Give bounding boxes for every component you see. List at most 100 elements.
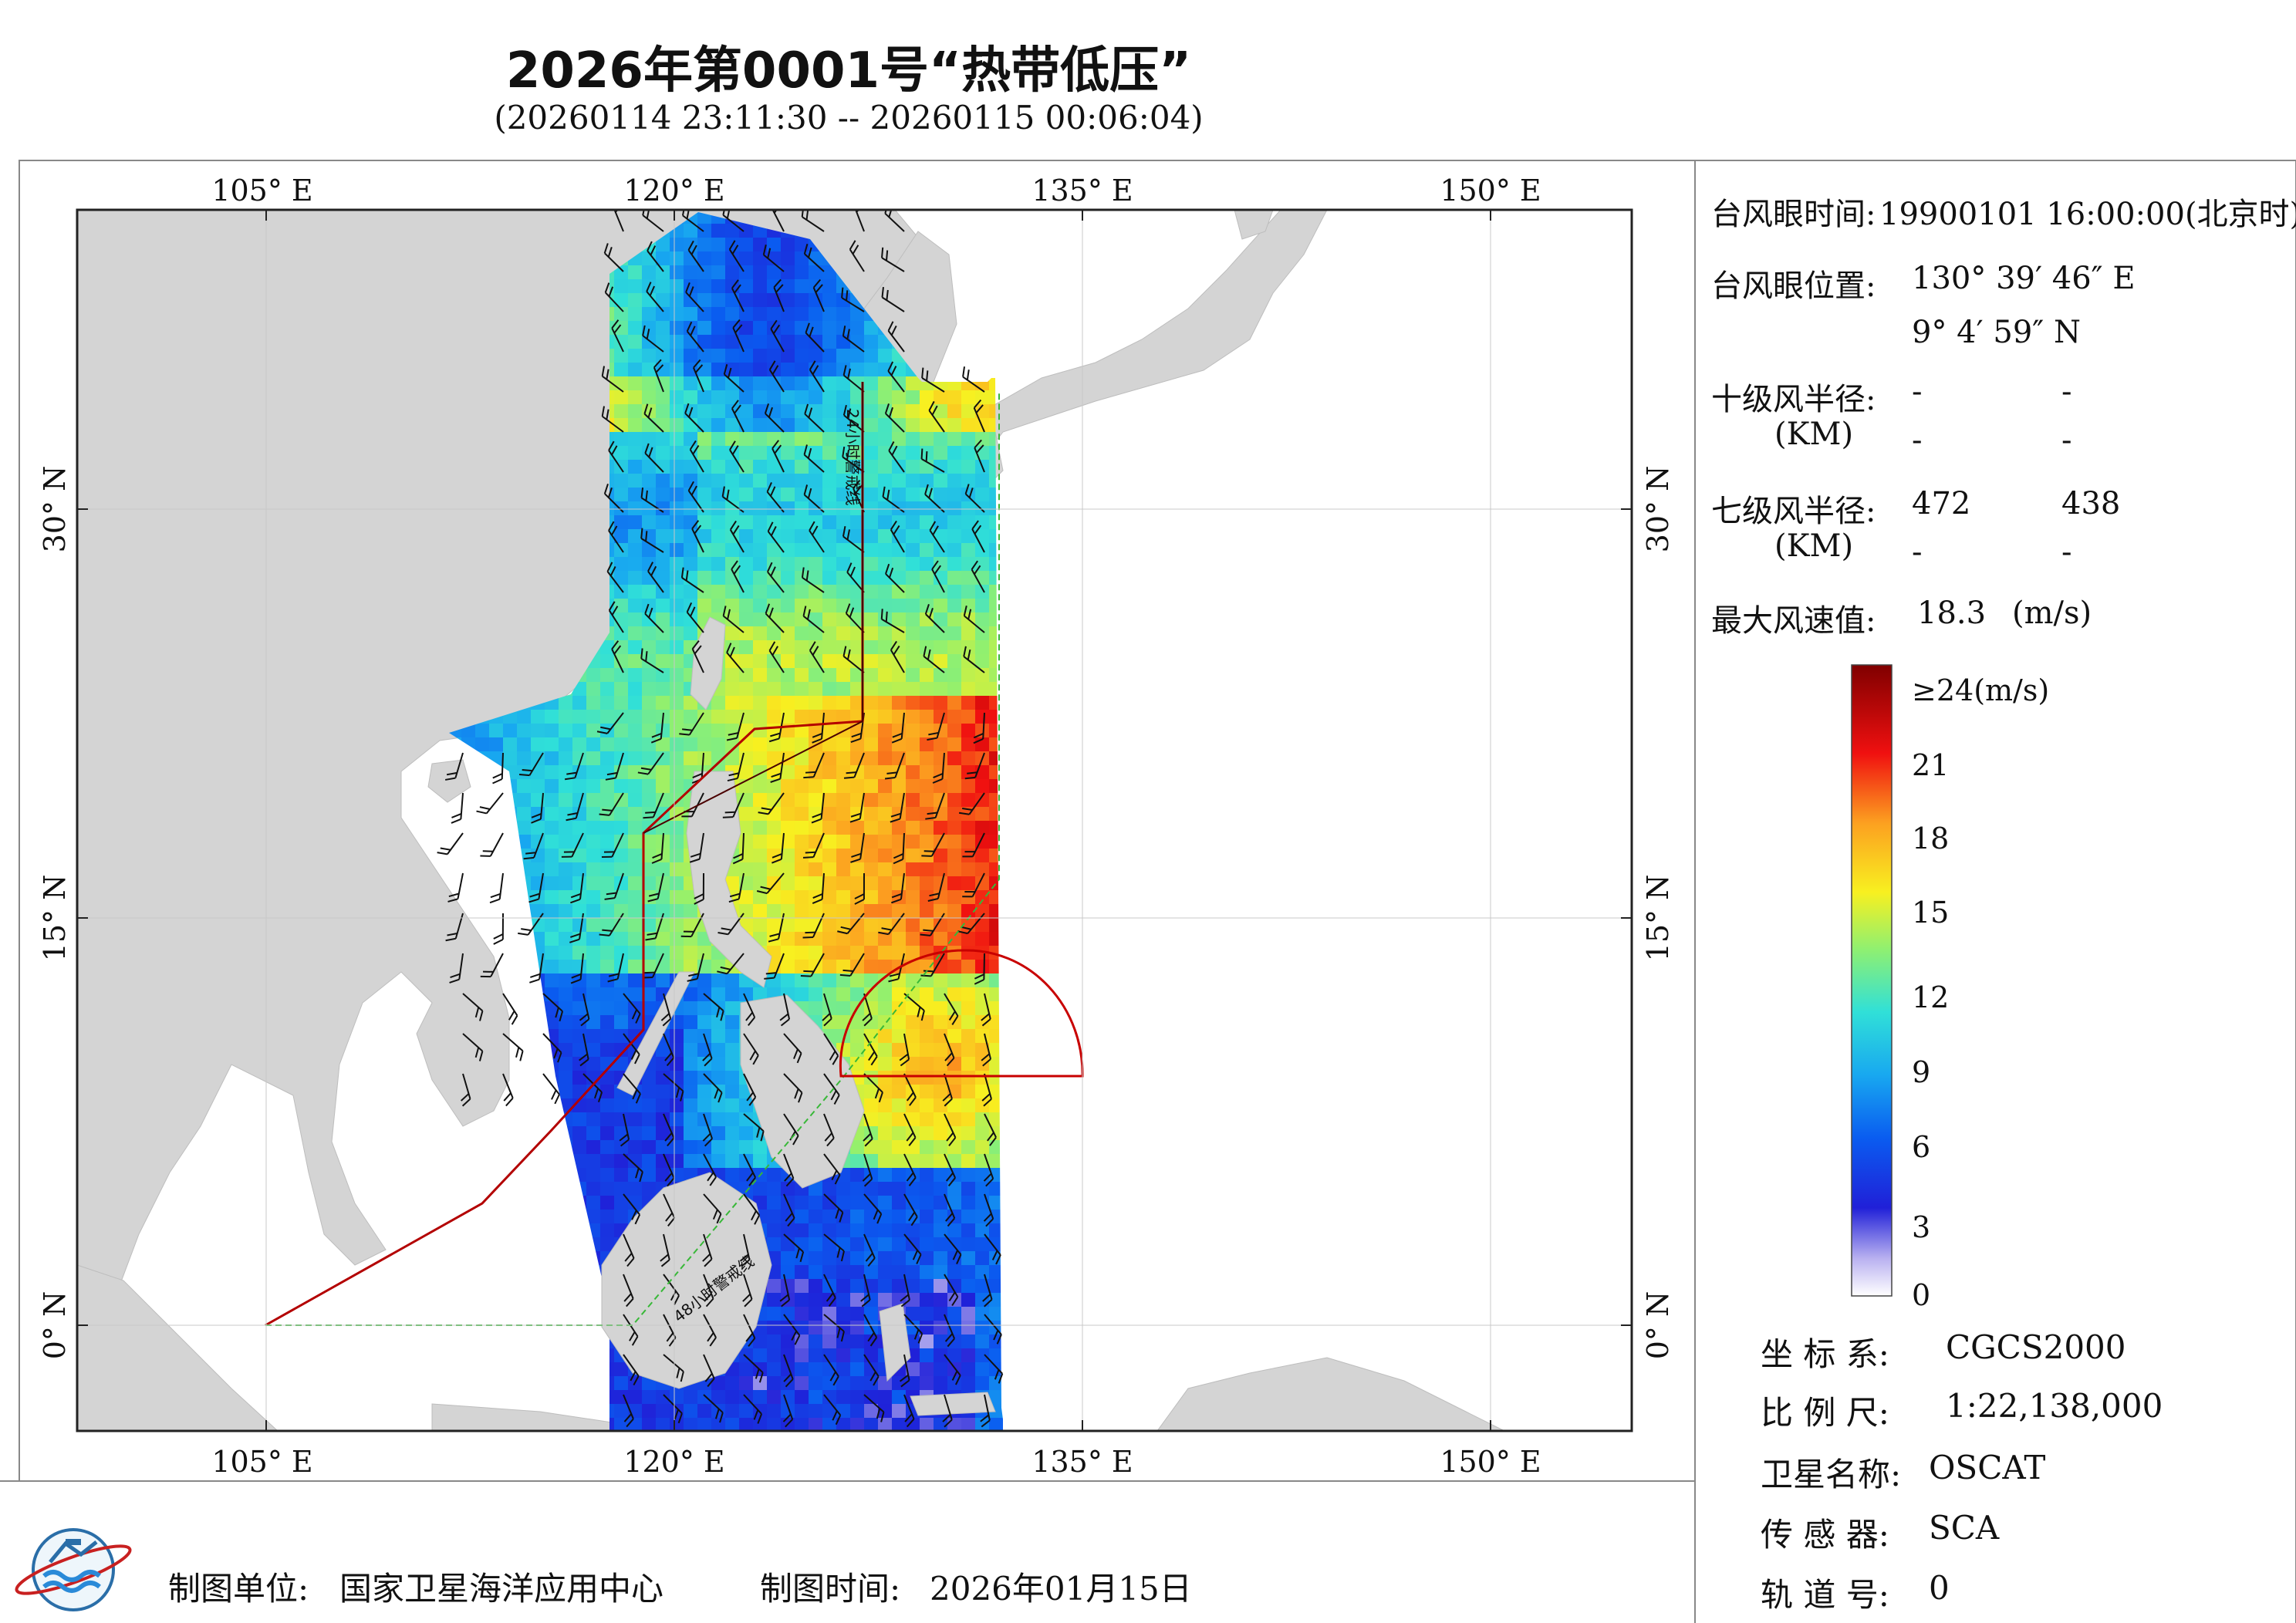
colorbar-tick-24: ≥24(m/s): [1912, 673, 2049, 707]
wind-barb: [927, 872, 945, 902]
wind-barb: [445, 913, 464, 942]
wind-barb: [981, 1073, 992, 1107]
wind-barb: [762, 245, 785, 272]
wind-barb: [731, 279, 745, 312]
wind-barb: [447, 872, 464, 903]
wind-barb: [812, 712, 825, 744]
wind-barb: [891, 712, 905, 744]
wind-barb: [729, 440, 745, 473]
wind-barb: [646, 282, 664, 312]
wind-barb: [837, 913, 865, 935]
wind-barb: [732, 832, 745, 865]
wind-barb: [931, 560, 945, 593]
wind-barb: [731, 560, 745, 593]
wind-barb: [884, 752, 905, 780]
wind-barb: [974, 953, 985, 985]
colorbar-tick-12: 12: [1912, 980, 1949, 1014]
wind-barb: [903, 1394, 915, 1428]
wind-barb: [881, 247, 905, 272]
wind-barb: [768, 641, 785, 673]
wind-barb: [890, 872, 905, 904]
wind-barbs: [437, 210, 1004, 1428]
wind-barb: [863, 1033, 878, 1066]
wind-barb: [727, 752, 745, 782]
wind-barb: [984, 1354, 1004, 1384]
wind-barb: [944, 1274, 959, 1307]
wind-barb: [767, 562, 785, 593]
wind-barb: [973, 712, 985, 744]
wind-barb: [765, 603, 785, 633]
wind-barb: [743, 1193, 761, 1225]
wind-barb: [842, 526, 865, 553]
wind-barb: [489, 872, 504, 904]
wind-barb: [743, 1153, 757, 1186]
wind-barb: [845, 603, 865, 633]
wind-barb: [890, 520, 905, 553]
colorbar-tick-9: 9: [1912, 1055, 1930, 1089]
wind-barb: [823, 1113, 835, 1147]
wind-barb: [743, 1033, 759, 1065]
wind-barb: [783, 1073, 803, 1103]
org-label: 制图单位:: [168, 1570, 309, 1608]
wind-barb: [601, 406, 624, 433]
wind-barb: [944, 1113, 957, 1146]
wind-barb: [758, 792, 785, 815]
wind-barb: [687, 240, 704, 272]
wind-barb: [611, 640, 624, 673]
luzon-mask: [686, 771, 772, 988]
wind-barb: [451, 792, 464, 824]
wind-barb: [929, 521, 945, 553]
wind-barb: [650, 712, 664, 744]
wind-barb: [801, 210, 825, 232]
wind-barb: [854, 872, 865, 905]
wind-barb: [880, 609, 905, 633]
wind-barb: [703, 1274, 714, 1308]
wind-barb: [732, 319, 745, 353]
page-subtitle: (20260114 23:11:30 -- 20260115 00:06:04): [494, 99, 1204, 137]
wind-barb: [981, 993, 991, 1027]
coord-value: CGCS2000: [1946, 1328, 2126, 1366]
wind-barb: [942, 1394, 953, 1428]
wind-barb: [885, 563, 905, 593]
lon-label-bottom-150: 150° E: [1440, 1445, 1541, 1479]
wind-barb: [542, 993, 564, 1022]
max-wind-value: 18.3: [1917, 596, 1987, 631]
wind-barb: [768, 712, 785, 743]
wind-barb: [890, 792, 905, 823]
wind-barb: [783, 1354, 794, 1388]
wind-barb: [772, 832, 785, 864]
wind-barb: [564, 752, 584, 781]
wind-barb: [607, 953, 624, 983]
wind-barb: [743, 1394, 763, 1424]
eye-time-label: 台风眼时间:: [1711, 197, 1876, 232]
eye-pos-label: 台风眼位置:: [1711, 268, 1876, 304]
wind-barb: [743, 1314, 756, 1347]
wind-barb: [542, 1033, 562, 1063]
wind-barb: [462, 1033, 484, 1061]
wind-barb: [717, 953, 745, 975]
wind-barb: [444, 752, 464, 781]
wind-barb: [823, 1153, 841, 1185]
wind-barb: [579, 1033, 589, 1067]
wind-barb: [921, 832, 945, 857]
wind-barb: [726, 712, 745, 741]
wind-barb: [718, 913, 745, 936]
wind-barb: [640, 487, 664, 513]
wind-barb: [528, 872, 544, 903]
wind-barb: [502, 1073, 514, 1107]
wind-barb: [693, 359, 704, 393]
wind-barb: [476, 792, 504, 815]
wind-barb: [663, 1113, 675, 1147]
wind-barb: [973, 399, 985, 433]
wind-barb: [882, 486, 905, 513]
wind-barb: [694, 872, 704, 905]
r7-value-4: -: [2061, 535, 2072, 570]
wind-barb: [984, 1233, 1001, 1265]
colorbar-tick-15: 15: [1912, 896, 1949, 930]
r10-label: 十级风半径:: [1711, 382, 1876, 417]
wind-barb: [728, 872, 745, 903]
wind-barb: [932, 752, 945, 784]
wind-barb: [608, 440, 624, 473]
wind-barb: [518, 913, 544, 936]
lon-label-bottom-105: 105° E: [211, 1445, 312, 1479]
